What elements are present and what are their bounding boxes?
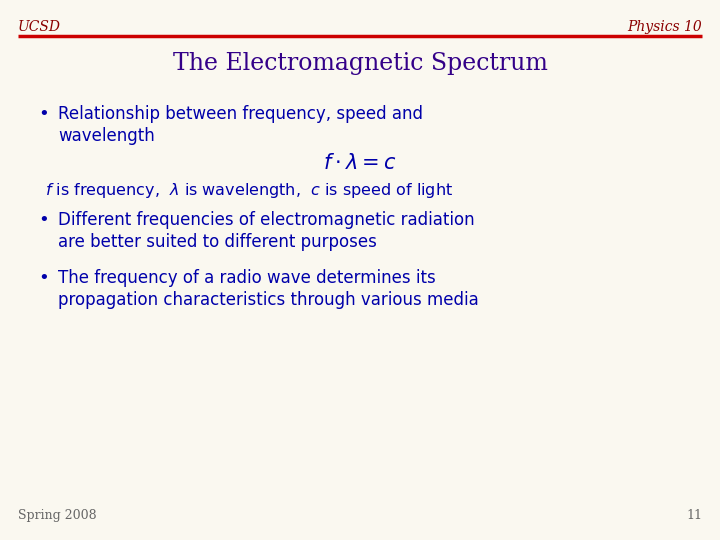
- Text: 11: 11: [686, 509, 702, 522]
- Text: Spring 2008: Spring 2008: [18, 509, 96, 522]
- Text: •: •: [38, 269, 49, 287]
- Text: UCSD: UCSD: [18, 20, 61, 34]
- Text: Physics 10: Physics 10: [627, 20, 702, 34]
- Text: propagation characteristics through various media: propagation characteristics through vari…: [58, 291, 479, 309]
- Text: $f \cdot \lambda = c$: $f \cdot \lambda = c$: [323, 153, 397, 173]
- Text: wavelength: wavelength: [58, 127, 155, 145]
- Text: Relationship between frequency, speed and: Relationship between frequency, speed an…: [58, 105, 423, 123]
- Text: •: •: [38, 105, 49, 123]
- Text: The Electromagnetic Spectrum: The Electromagnetic Spectrum: [173, 52, 547, 75]
- Text: The frequency of a radio wave determines its: The frequency of a radio wave determines…: [58, 269, 436, 287]
- Text: are better suited to different purposes: are better suited to different purposes: [58, 233, 377, 251]
- Text: $f$ is frequency,  $\lambda$ is wavelength,  $c$ is speed of light: $f$ is frequency, $\lambda$ is wavelengt…: [45, 181, 453, 200]
- Text: •: •: [38, 211, 49, 229]
- Text: Different frequencies of electromagnetic radiation: Different frequencies of electromagnetic…: [58, 211, 474, 229]
